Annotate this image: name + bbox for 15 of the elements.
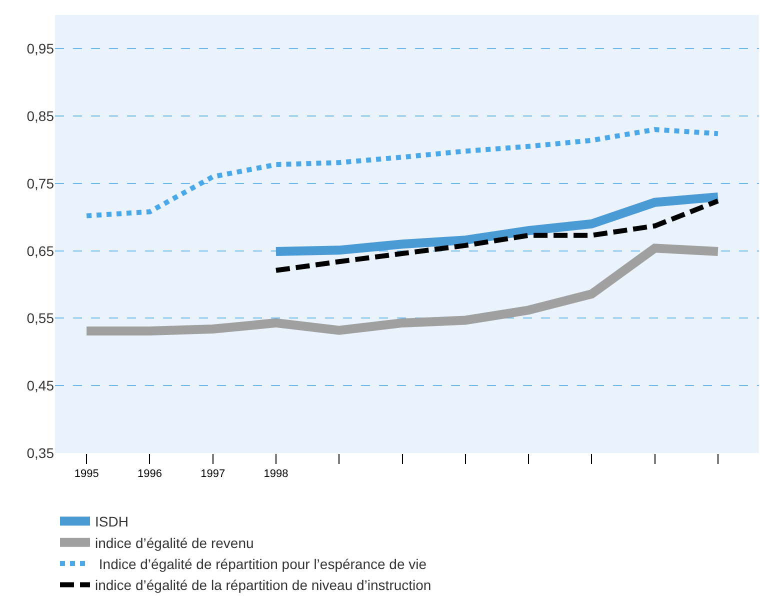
x-tick-label: 1996 xyxy=(137,468,162,480)
y-tick-label: 0,45 xyxy=(26,378,54,394)
y-tick-label: 0,75 xyxy=(26,175,54,192)
legend-label: ISDH xyxy=(95,514,128,530)
legend-label: indice d’égalité de la répartition de niveau d’instruction xyxy=(95,577,432,594)
x-tick-label: 1995 xyxy=(74,468,99,480)
x-tick-label: 1997 xyxy=(200,468,226,480)
x-tick-label: 1998 xyxy=(264,468,288,480)
y-tick-label: 0,85 xyxy=(26,108,54,124)
y-tick-label: 0,35 xyxy=(26,444,54,461)
y-tick-label: 0,65 xyxy=(26,242,54,259)
y-tick-label: 0,95 xyxy=(26,40,54,57)
y-tick-label: 0,55 xyxy=(26,310,54,326)
legend-label: Indice d’égalité de répartition pour l’espérance de vie xyxy=(95,556,427,572)
legend-label: indice d’égalité de revenu xyxy=(95,534,254,551)
